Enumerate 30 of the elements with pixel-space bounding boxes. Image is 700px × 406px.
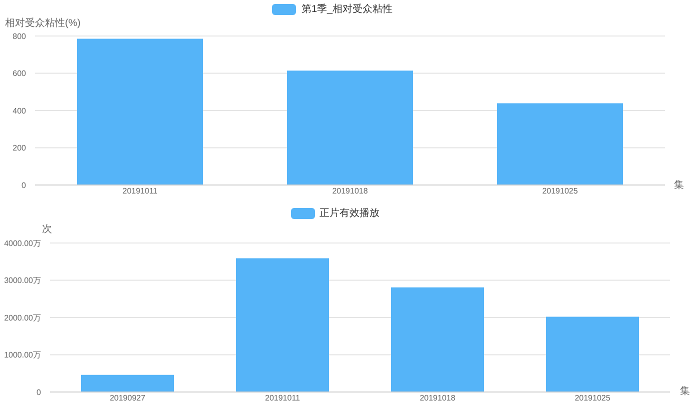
y-tick-label: 3000.00万 bbox=[4, 276, 41, 286]
y-axis-title: 次 bbox=[42, 223, 52, 236]
x-axis-title: 集 bbox=[680, 385, 690, 398]
bar bbox=[287, 70, 413, 185]
bar bbox=[546, 316, 639, 392]
y-tick-label: 1000.00万 bbox=[4, 350, 41, 360]
legend-label: 正片有效播放 bbox=[320, 206, 380, 220]
bar bbox=[81, 374, 174, 392]
legend-label: 第1季_相对受众粘性 bbox=[301, 2, 393, 16]
y-tick-label: 4000.00万 bbox=[4, 238, 41, 248]
bar bbox=[391, 287, 484, 392]
x-tick-label: 20191018 bbox=[332, 186, 368, 196]
bar bbox=[77, 38, 203, 185]
y-tick-label: 0 bbox=[22, 180, 27, 190]
bar bbox=[236, 258, 329, 392]
bar bbox=[497, 103, 623, 185]
y-tick-label: 200 bbox=[12, 144, 27, 153]
x-tick-label: 20191025 bbox=[542, 186, 578, 196]
y-tick-label: 600 bbox=[12, 69, 27, 78]
y-tick-label: 400 bbox=[12, 106, 27, 116]
y-tick-label: 0 bbox=[36, 388, 42, 397]
x-axis-title: 集 bbox=[674, 179, 684, 192]
x-tick-label: 20191011 bbox=[122, 186, 158, 196]
x-tick-label: 20191018 bbox=[420, 394, 456, 403]
x-tick-label: 20190927 bbox=[110, 394, 146, 403]
x-tick-label: 20191011 bbox=[265, 394, 301, 403]
y-tick-label: 800 bbox=[12, 32, 27, 41]
x-tick-label: 20191025 bbox=[574, 394, 611, 403]
y-tick-label: 2000.00万 bbox=[4, 313, 41, 322]
y-axis-title: 相对受众粘性(%) bbox=[5, 16, 81, 30]
